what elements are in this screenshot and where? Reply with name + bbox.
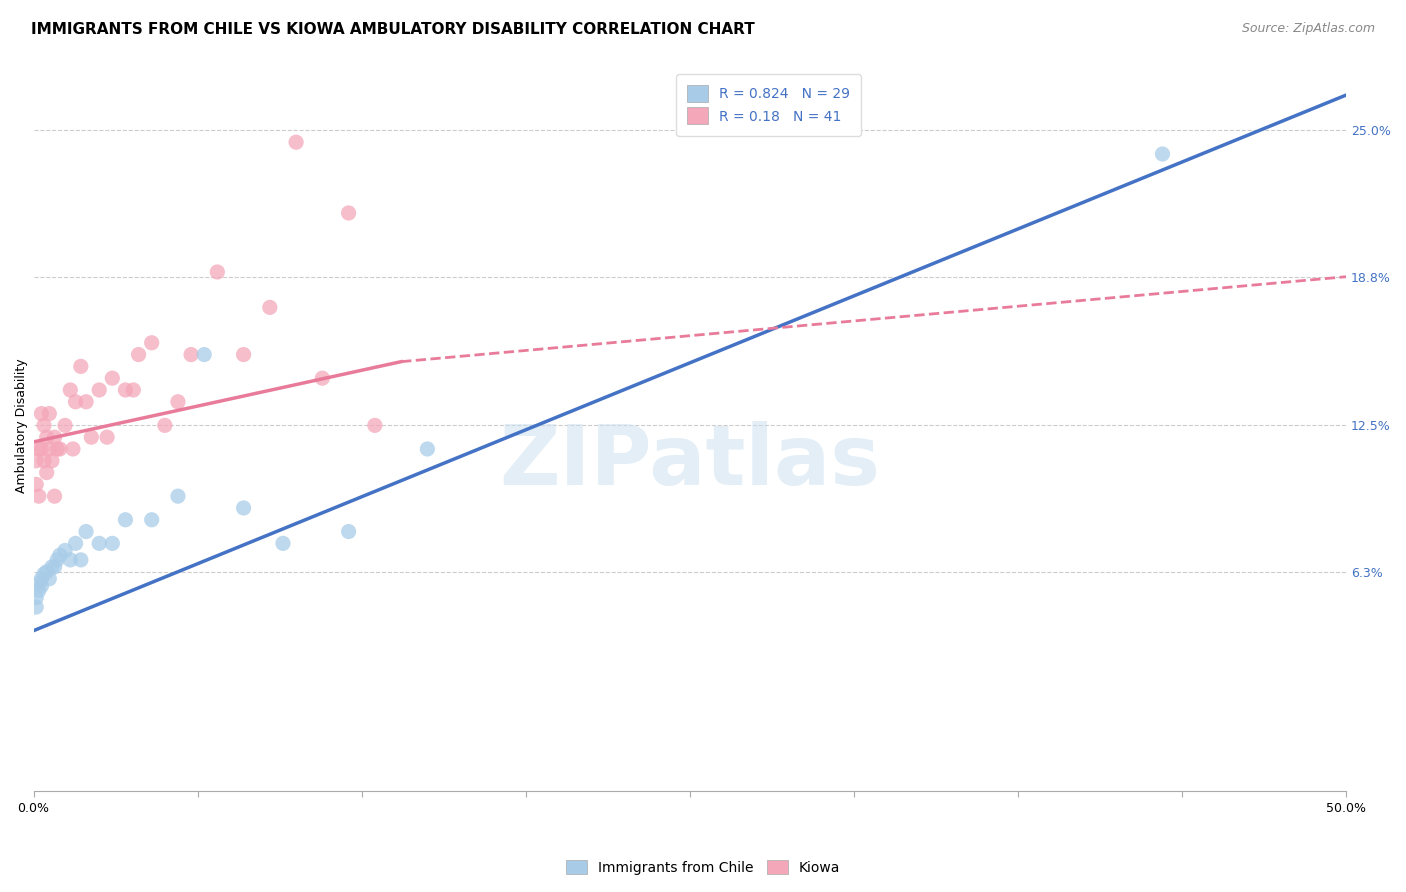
Point [75, 394, 97, 409]
Point [28, 576, 51, 591]
Point [167, 394, 190, 409]
Point [49, 548, 72, 562]
Point [30, 442, 52, 456]
Point [141, 335, 163, 350]
Point [44, 560, 66, 574]
Point [193, 348, 215, 362]
Point [89, 383, 111, 397]
Y-axis label: Ambulatory Disability: Ambulatory Disability [15, 358, 28, 492]
Point [101, 536, 124, 550]
Point [180, 348, 202, 362]
Point [28, 442, 51, 456]
Point [25, 477, 48, 491]
Point [69, 359, 91, 374]
Text: IMMIGRANTS FROM CHILE VS KIOWA AMBULATORY DISABILITY CORRELATION CHART: IMMIGRANTS FROM CHILE VS KIOWA AMBULATOR… [31, 22, 755, 37]
Point [69, 553, 91, 567]
Point [25, 600, 48, 615]
Point [30, 407, 52, 421]
Point [35, 466, 58, 480]
Point [62, 442, 84, 456]
Point [53, 418, 76, 433]
Point [114, 383, 136, 397]
Text: ZIPatlas: ZIPatlas [499, 421, 880, 502]
Point [96, 430, 118, 444]
Point [32, 418, 55, 433]
Point [41, 454, 63, 468]
Point [416, 442, 439, 456]
Point [35, 430, 58, 444]
Legend: Immigrants from Chile, Kiowa: Immigrants from Chile, Kiowa [560, 855, 846, 880]
Point [59, 383, 82, 397]
Point [28, 583, 51, 598]
Point [114, 513, 136, 527]
Point [35, 565, 58, 579]
Point [232, 500, 254, 515]
Point [122, 383, 145, 397]
Point [89, 536, 111, 550]
Point [38, 572, 60, 586]
Point [285, 135, 308, 149]
Point [25, 454, 48, 468]
Point [207, 265, 229, 279]
Point [46, 553, 69, 567]
Point [41, 560, 63, 574]
Point [337, 206, 360, 220]
Point [232, 348, 254, 362]
Point [128, 348, 150, 362]
Point [44, 430, 66, 444]
Point [65, 536, 87, 550]
Point [38, 442, 60, 456]
Point [364, 418, 387, 433]
Point [49, 442, 72, 456]
Text: Source: ZipAtlas.com: Source: ZipAtlas.com [1241, 22, 1375, 36]
Point [75, 524, 97, 539]
Point [141, 513, 163, 527]
Point [30, 572, 52, 586]
Point [65, 394, 87, 409]
Point [28, 489, 51, 503]
Point [1152, 147, 1174, 161]
Point [25, 591, 48, 605]
Legend: R = 0.824   N = 29, R = 0.18   N = 41: R = 0.824 N = 29, R = 0.18 N = 41 [676, 74, 862, 136]
Point [337, 524, 360, 539]
Point [167, 489, 190, 503]
Point [59, 553, 82, 567]
Point [38, 407, 60, 421]
Point [80, 430, 103, 444]
Point [32, 454, 55, 468]
Point [44, 489, 66, 503]
Point [30, 579, 52, 593]
Point [311, 371, 333, 385]
Point [32, 567, 55, 582]
Point [153, 418, 176, 433]
Point [46, 442, 69, 456]
Point [271, 536, 294, 550]
Point [101, 371, 124, 385]
Point [53, 543, 76, 558]
Point [259, 301, 281, 315]
